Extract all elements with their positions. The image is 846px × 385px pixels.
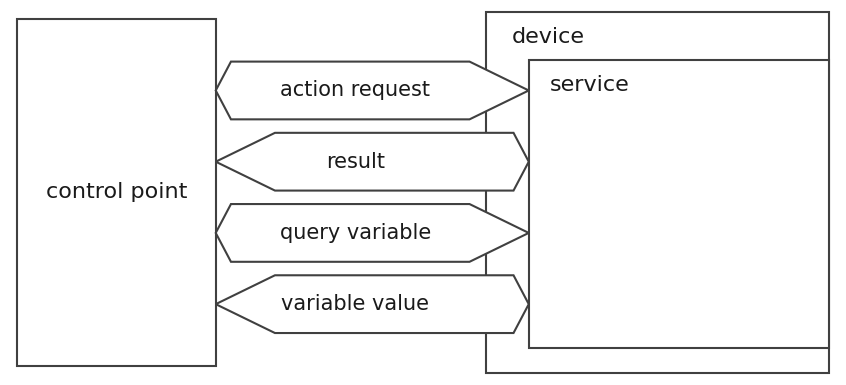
Text: control point: control point <box>46 182 187 203</box>
Text: variable value: variable value <box>282 294 429 314</box>
Polygon shape <box>216 204 529 262</box>
Bar <box>486 12 829 373</box>
Bar <box>529 60 829 348</box>
Polygon shape <box>216 133 529 191</box>
Text: service: service <box>550 75 629 95</box>
Bar <box>17 19 216 366</box>
Text: result: result <box>326 152 385 172</box>
Text: query variable: query variable <box>280 223 431 243</box>
Text: device: device <box>512 27 585 47</box>
Text: action request: action request <box>280 80 431 100</box>
Polygon shape <box>216 62 529 119</box>
Polygon shape <box>216 275 529 333</box>
